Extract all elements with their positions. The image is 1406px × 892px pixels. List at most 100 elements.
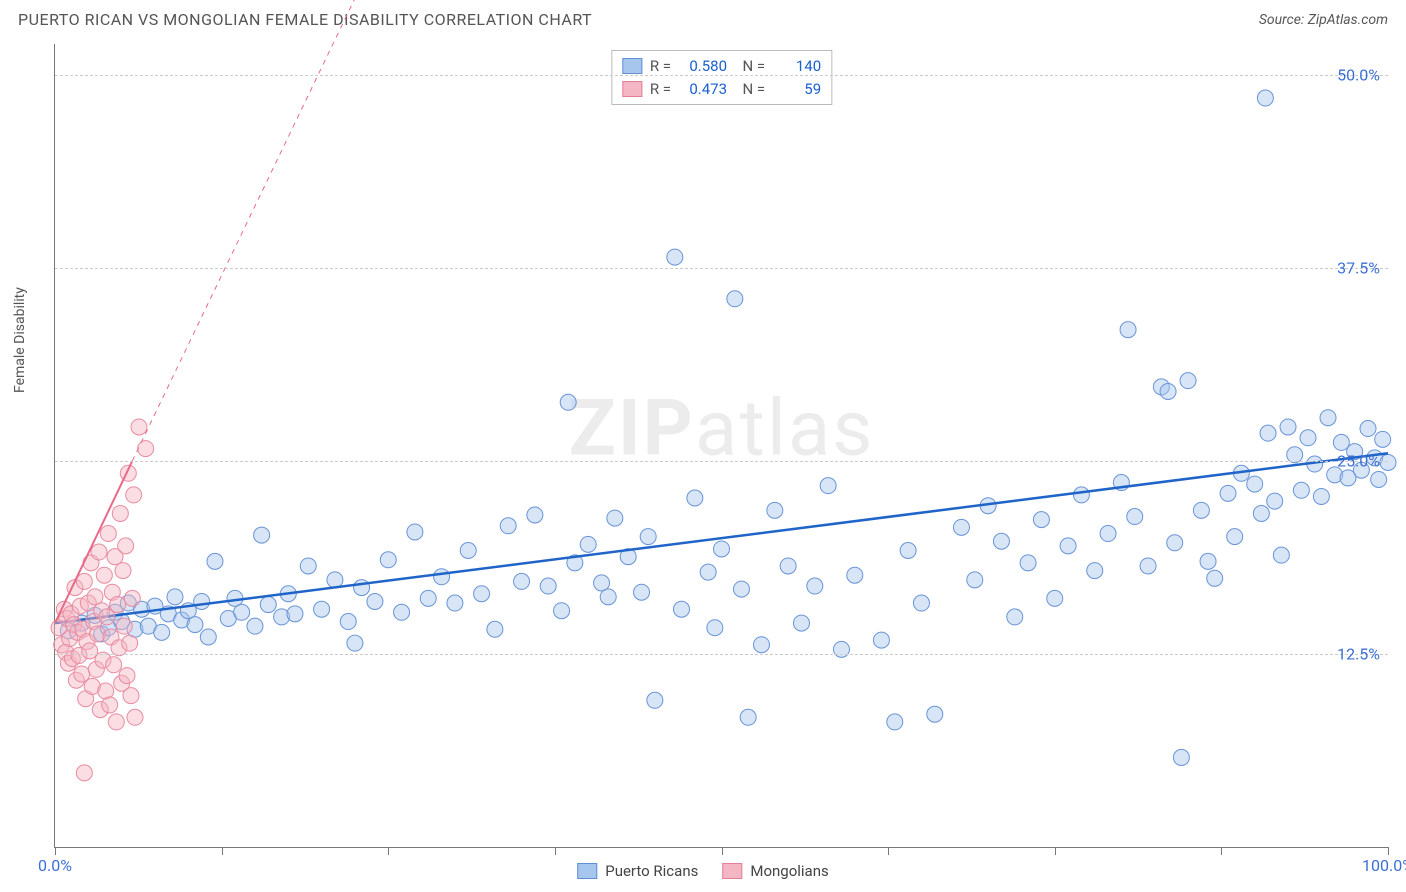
data-point [634, 584, 650, 600]
data-point [167, 589, 183, 605]
data-point [1333, 434, 1349, 450]
legend-label: Mongolians [750, 862, 828, 880]
legend-swatch [622, 58, 642, 74]
data-point [1207, 570, 1223, 586]
legend-label: Puerto Ricans [605, 862, 698, 880]
data-point [1371, 471, 1387, 487]
data-point [1247, 476, 1263, 492]
data-point [260, 597, 276, 613]
data-point [116, 618, 132, 634]
data-point [287, 606, 303, 622]
data-point [96, 567, 112, 583]
data-point [733, 581, 749, 597]
x-tick [388, 847, 389, 855]
data-point [1267, 493, 1283, 509]
data-point [873, 632, 889, 648]
data-point [967, 572, 983, 588]
data-point [793, 615, 809, 631]
legend-swatch [622, 81, 642, 97]
data-point [340, 614, 356, 630]
y-axis-label: Female Disability [12, 287, 28, 393]
data-point [380, 552, 396, 568]
gridline [55, 75, 1388, 76]
x-tick [722, 847, 723, 855]
y-tick-label: 37.5% [1337, 258, 1380, 277]
data-point [1375, 431, 1391, 447]
data-point [100, 526, 116, 542]
data-point [127, 709, 143, 725]
data-point [434, 569, 450, 585]
data-point [700, 564, 716, 580]
data-point [254, 527, 270, 543]
x-tick [1221, 847, 1222, 855]
x-tick [888, 847, 889, 855]
data-point [91, 544, 107, 560]
data-point [1200, 553, 1216, 569]
data-point [953, 519, 969, 535]
stat-n-label: N = [735, 78, 765, 101]
data-point [900, 543, 916, 559]
data-point [1073, 487, 1089, 503]
gridline [55, 461, 1388, 462]
data-point [407, 524, 423, 540]
data-point [1280, 419, 1296, 435]
data-point [1227, 529, 1243, 545]
data-point [207, 553, 223, 569]
data-point [119, 668, 135, 684]
y-tick-label: 12.5% [1337, 644, 1380, 663]
data-point [714, 541, 730, 557]
data-point [1020, 555, 1036, 571]
data-point [1173, 749, 1189, 765]
data-point [234, 604, 250, 620]
data-point [447, 595, 463, 611]
data-point [474, 586, 490, 602]
trend-line-extension [132, 0, 481, 461]
x-tick [222, 847, 223, 855]
data-point [1360, 421, 1376, 437]
data-point [913, 595, 929, 611]
data-point [674, 601, 690, 617]
data-point [1380, 454, 1396, 470]
data-point [300, 558, 316, 574]
data-point [1253, 505, 1269, 521]
data-point [122, 635, 138, 651]
data-point [580, 536, 596, 552]
data-point [138, 441, 154, 457]
y-tick-label: 50.0% [1337, 65, 1380, 84]
data-point [1320, 410, 1336, 426]
data-point [540, 578, 556, 594]
data-point [1140, 558, 1156, 574]
legend-item: Mongolians [722, 862, 828, 880]
data-point [1313, 488, 1329, 504]
data-point [76, 765, 92, 781]
data-point [514, 573, 530, 589]
legend-item: Puerto Ricans [577, 862, 698, 880]
chart-area: Female Disability ZIPatlas R =0.580 N =1… [18, 44, 1388, 848]
data-point [247, 618, 263, 634]
data-point [123, 688, 139, 704]
data-point [927, 706, 943, 722]
data-point [110, 597, 126, 613]
x-tick [55, 847, 56, 855]
data-point [1257, 90, 1273, 106]
data-point [600, 589, 616, 605]
gridline [55, 654, 1388, 655]
data-point [102, 697, 118, 713]
data-point [607, 510, 623, 526]
data-point [554, 603, 570, 619]
data-point [194, 593, 210, 609]
data-point [807, 578, 823, 594]
data-point [314, 601, 330, 617]
data-point [347, 635, 363, 651]
series-legend: Puerto Ricans Mongolians [577, 862, 829, 880]
data-point [560, 394, 576, 410]
data-point [1100, 526, 1116, 542]
data-point [667, 249, 683, 265]
data-point [1047, 590, 1063, 606]
data-point [1127, 509, 1143, 525]
data-point [1300, 430, 1316, 446]
data-point [687, 490, 703, 506]
legend-swatch [722, 863, 742, 879]
source-label: Source: ZipAtlas.com [1259, 12, 1388, 28]
data-point [154, 624, 170, 640]
